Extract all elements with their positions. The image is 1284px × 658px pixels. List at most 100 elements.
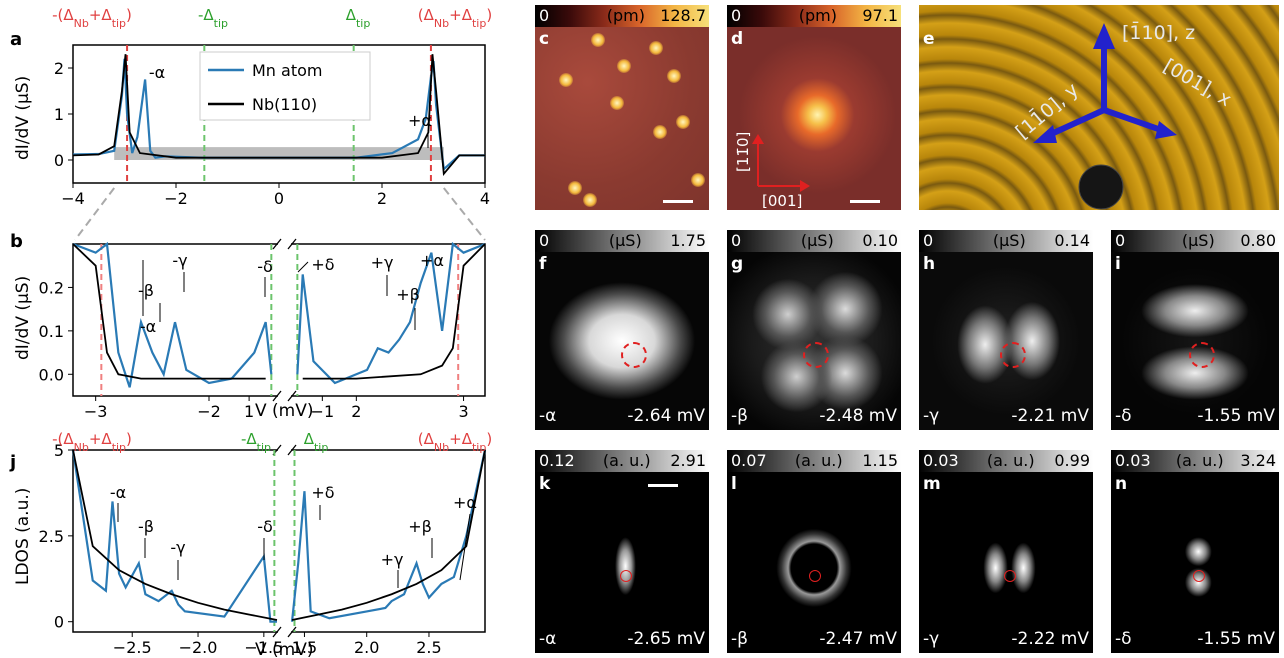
colorbar-l-unit: (a. u.): [794, 451, 843, 470]
axis-d-x-label: [001]: [762, 192, 803, 210]
ann-j-6: +β: [408, 517, 432, 536]
ann-j-5: +γ: [381, 550, 404, 569]
xtick-label-1: −2: [164, 189, 188, 208]
pj-marks-xtick-label-2: −1.5: [244, 638, 283, 657]
colorbar-h-unit: (µS): [992, 231, 1026, 250]
atom-position-marker-k: [620, 570, 633, 583]
axis-e-x-head: [1155, 121, 1177, 139]
colorbar-c: 0 (pm) 128.7: [535, 5, 709, 27]
pb-marks-break-r-0: [287, 238, 297, 250]
map-i-peak: -δ: [1115, 406, 1132, 426]
top-neg-nb-tip-j: -(ΔNb+Δtip): [52, 430, 132, 454]
map-g-energy: -2.48 mV: [819, 406, 897, 426]
top-neg-tip-j: -Δtip: [241, 430, 271, 454]
pj-marks-break-r-1: [287, 626, 297, 638]
pb-marks-break-r-1: [287, 390, 297, 402]
pj-marks-ytick-label-1: 2.5: [39, 527, 64, 546]
pj-marks-series-mn-0: [71, 449, 277, 623]
ann-b-3: -δ: [257, 257, 273, 276]
atom-position-marker-f: [621, 342, 648, 369]
panel-j-label: j: [9, 452, 16, 473]
map-n-energy: -1.55 mV: [1197, 629, 1275, 649]
map-f-peak: -α: [539, 406, 557, 426]
panel-h-label: h: [923, 254, 936, 274]
panel-m-label: m: [923, 474, 941, 494]
colorbar-i: 0 (µS) 0.80: [1111, 230, 1279, 252]
adatom-5: [653, 125, 667, 139]
axis-d-y-head: [752, 134, 764, 144]
map-l-peak: -β: [731, 629, 748, 649]
colorbar-n: 0.03 (a. u.) 3.24: [1111, 450, 1279, 472]
top-pos-nb-tip-a: (ΔNb+Δtip): [418, 6, 492, 30]
pb-marks-xtick-label-2: −1: [311, 402, 335, 421]
ann-b-7: +α: [420, 251, 444, 270]
panel-n-label: n: [1115, 474, 1128, 494]
colorbar-n-unit: (a. u.): [1175, 451, 1224, 470]
adatom-8: [691, 173, 705, 187]
axis-e-z-label: [1̄10], z: [1122, 22, 1196, 44]
colorbar-d: 0 (pm) 97.1: [727, 5, 901, 27]
xtick-label-4: 4: [480, 189, 490, 208]
map-h: [919, 252, 1093, 430]
colorbar-f: 0 (µS) 1.75: [535, 230, 709, 252]
colorbar-d-unit: (pm): [798, 6, 837, 25]
colorbar-g: 0 (µS) 0.10: [727, 230, 901, 252]
zoom-connector-right: [443, 187, 486, 241]
map-n: [1111, 472, 1279, 653]
legend-box: [199, 51, 371, 121]
ann-b-5: +γ: [371, 253, 394, 272]
colorbar-h-max: 0.14: [1054, 231, 1090, 250]
panel-l-label: l: [731, 474, 737, 494]
ann-b-1: -β: [138, 281, 154, 300]
map-k-energy: -2.65 mV: [627, 629, 705, 649]
pj-marks-xtick-label-1: −2.0: [179, 638, 218, 657]
panel-k-label: k: [539, 474, 551, 494]
map-i-energy: -1.55 mV: [1197, 406, 1275, 426]
ann-j-7: +α: [453, 493, 477, 512]
pj-marks-xtick-label-4: 2.0: [354, 638, 379, 657]
colorbar-m-min: 0.03: [923, 451, 959, 470]
adatom-10: [610, 96, 624, 110]
ann-j-2: -γ: [170, 538, 185, 557]
colorbar-n-max: 3.24: [1240, 451, 1276, 470]
scale-bar-1: [850, 200, 880, 203]
top-pos-nb-tip-j: (ΔNb+Δtip): [418, 430, 492, 454]
panel-e-label: e: [923, 29, 935, 49]
panel-f-label: f: [539, 254, 547, 274]
atom-position-marker-m: [1004, 570, 1017, 583]
pb-marks-series-nb-0: [72, 243, 266, 380]
panel-d-label: d: [731, 29, 744, 49]
map-m: [919, 472, 1093, 653]
pb-marks-xtick-label-4: 2: [351, 402, 361, 421]
map-i: [1111, 252, 1279, 430]
adatom-3: [559, 73, 573, 87]
pj-marks-axis-break: [278, 447, 291, 635]
panel-j-ylabel: LDOS (a.u.): [13, 488, 33, 585]
xtick-label-0: −4: [61, 189, 85, 208]
ann-a-plus-alpha: +α: [408, 111, 432, 130]
map-l-energy: -2.47 mV: [819, 629, 897, 649]
pj-marks-xtick-label-5: 2.5: [416, 638, 441, 657]
map-h-energy: -2.21 mV: [1011, 406, 1089, 426]
ann-b-arrow-pdelta: [297, 261, 309, 273]
axis-d-y-label: [11̄0]: [734, 131, 752, 172]
panel-j-xlabel: V (mV): [255, 640, 314, 658]
pb-marks-break-l-0: [272, 238, 282, 250]
adatom-1: [649, 41, 663, 55]
adatom-9: [667, 69, 681, 83]
colorbar-f-unit: (µS): [608, 231, 642, 250]
pj-marks-series-nb-0: [72, 449, 278, 621]
atom-position-marker-g: [803, 342, 829, 369]
ann-j-arrow-palpha: [459, 513, 471, 581]
adatom-2: [617, 59, 631, 73]
pb-marks-series-mn-0: [72, 241, 273, 388]
pj-marks-ytick-label-2: 5: [54, 441, 64, 460]
panel-a-ylabel: dI/dV (µS): [13, 76, 33, 160]
map-m-peak: -γ: [923, 629, 940, 649]
adatom-4: [676, 115, 690, 129]
pj-marks-xtick-label-3: 1.5: [292, 638, 317, 657]
ann-b-0: -α: [140, 317, 156, 336]
top-pos-tip-j: Δtip: [304, 430, 329, 454]
adatom-7: [583, 193, 597, 207]
crystal-axes-d: [752, 134, 810, 192]
